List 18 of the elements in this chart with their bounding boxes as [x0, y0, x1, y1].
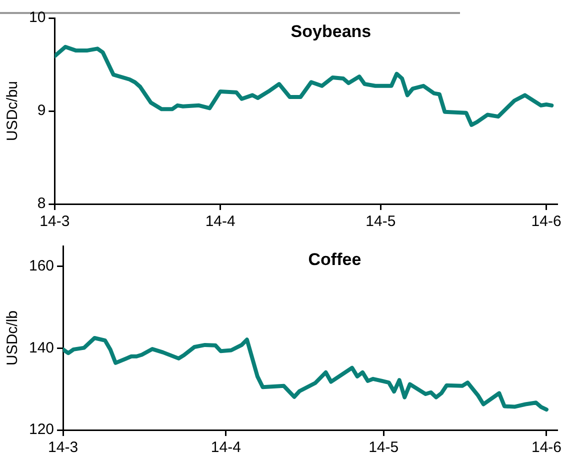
x-tick-label: 14-5 [366, 213, 396, 230]
x-tick-label: 14-4 [205, 213, 236, 230]
y-axis-title: USDc/lb [4, 310, 22, 366]
chart-title: Soybeans [290, 22, 372, 42]
y-tick-label: 120 [28, 421, 54, 438]
x-tick-label: 14-3 [40, 213, 70, 230]
y-tick-label: 10 [28, 9, 46, 26]
chart-title: Coffee [308, 250, 362, 270]
y-tick-label: 8 [37, 195, 46, 212]
y-tick-label: 9 [37, 102, 46, 120]
x-tick-label: 14-3 [48, 439, 78, 456]
x-tick-label: 14-5 [368, 439, 399, 456]
x-tick-label: 14-4 [210, 439, 241, 456]
y-axis-title: USDc/bu [4, 80, 22, 142]
y-tick-label: 160 [28, 258, 54, 275]
x-tick-label: 14-6 [531, 439, 562, 456]
x-tick-label: 14-6 [531, 213, 562, 230]
y-tick-label: 140 [28, 339, 54, 356]
